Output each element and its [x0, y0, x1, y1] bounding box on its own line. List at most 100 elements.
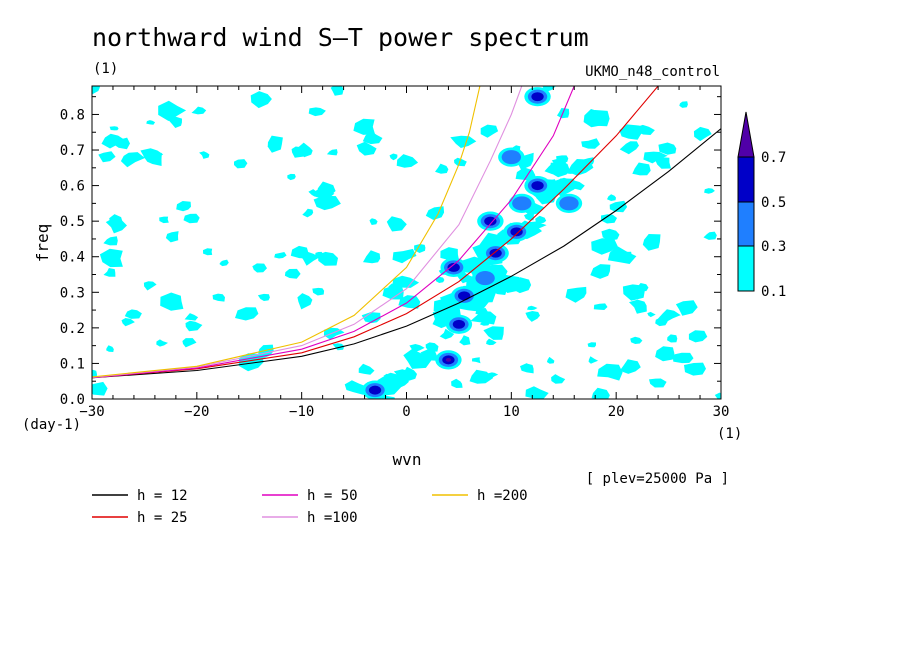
dispersion-curve-h50: [92, 86, 575, 379]
noise-blob: [486, 338, 497, 346]
noise-blob: [234, 159, 248, 169]
spectral-peak-contour: [457, 291, 471, 301]
noise-blob: [160, 292, 184, 311]
noise-blob: [396, 154, 419, 168]
noise-blob: [250, 91, 272, 109]
noise-blob: [356, 141, 377, 156]
noise-blob: [318, 251, 338, 266]
power-band-blob: [535, 215, 547, 224]
noise-blob: [287, 173, 296, 181]
colorbar-segment: [737, 245, 755, 292]
noise-blob: [326, 149, 338, 156]
noise-blob: [386, 216, 407, 232]
spectral-peak-contour: [445, 357, 452, 362]
noise-blob: [369, 218, 378, 225]
noise-blob: [655, 346, 675, 362]
noise-blob: [358, 363, 375, 375]
legend-label-h100: h =100: [307, 510, 358, 526]
noise-blob: [168, 116, 182, 128]
noise-blob: [146, 120, 156, 125]
spectral-peak-contour: [510, 227, 523, 237]
colorbar-extend-triangle: [737, 111, 755, 158]
power-band-blob: [425, 342, 439, 352]
noise-blob: [299, 251, 320, 266]
noise-blob: [593, 303, 608, 310]
noise-blob: [392, 275, 420, 288]
dispersion-curve-h100: [92, 86, 523, 378]
spectral-peak-contour: [489, 248, 502, 258]
noise-blob: [655, 317, 668, 327]
noise-blob: [109, 214, 123, 227]
x-tick-label: 0: [402, 404, 410, 420]
colorbar: 0.1 0.3 0.5 0.7: [737, 111, 786, 300]
noise-blob: [183, 213, 200, 224]
noise-blob: [103, 236, 118, 246]
power-band-blob: [403, 366, 417, 382]
x-tick-label: 10: [503, 404, 520, 420]
spectral-peak-contour: [452, 319, 466, 329]
x-tick-label: 30: [713, 404, 730, 420]
power-band-blob: [553, 177, 581, 191]
noise-blob: [587, 342, 596, 348]
noise-blob: [124, 309, 142, 319]
noise-blob: [361, 312, 381, 324]
noise-blob: [472, 357, 481, 364]
colorbar-label: 0.7: [761, 150, 786, 166]
noise-blob: [591, 238, 618, 255]
noise-blob: [435, 163, 449, 174]
noise-blob: [459, 335, 471, 346]
noise-blob: [312, 287, 325, 296]
chart-title: northward wind S–T power spectrum: [92, 23, 589, 52]
noise-blob: [332, 343, 345, 351]
noise-blob: [308, 107, 326, 117]
noise-blob: [703, 231, 717, 240]
noise-blob: [632, 162, 651, 176]
noise-blob: [635, 124, 655, 135]
noise-blob: [252, 263, 267, 273]
noise-blob: [199, 151, 210, 159]
noise-blob: [672, 352, 694, 364]
x-tick-label: −20: [184, 404, 209, 420]
noise-blob: [667, 334, 678, 343]
noise-blob: [159, 216, 169, 224]
noise-blob: [704, 188, 715, 194]
power-band-blob: [581, 138, 600, 149]
noise-blob: [165, 231, 179, 243]
power-band-blob: [403, 349, 433, 369]
noise-blob: [546, 356, 555, 364]
noise-blob: [525, 386, 549, 399]
noise-blob: [565, 286, 587, 303]
noise-blob: [607, 245, 637, 264]
noise-blob: [584, 110, 610, 127]
colorbar-segment: [737, 156, 755, 203]
noise-blob: [143, 281, 157, 291]
noise-blob: [398, 295, 421, 309]
noise-blob: [609, 200, 628, 213]
noise-blob: [479, 320, 491, 326]
noise-blob: [714, 392, 721, 399]
noise-blob: [382, 285, 404, 300]
noise-blob: [182, 338, 197, 348]
noise-blob: [597, 363, 623, 381]
noise-blob: [330, 86, 344, 96]
noise-blob: [649, 378, 667, 388]
x-axis-label: wvn: [393, 450, 422, 469]
noise-blob: [630, 336, 643, 344]
spectral-peak-contour: [512, 196, 532, 211]
legend-label-h25: h = 25: [137, 510, 188, 526]
noise-blob: [203, 248, 213, 256]
noise-blob: [643, 151, 668, 164]
noise-blob: [106, 345, 114, 352]
noise-blob: [99, 248, 123, 268]
noise-blob: [297, 293, 313, 310]
noise-blob: [101, 133, 126, 149]
legend-label-h200: h =200: [477, 488, 528, 504]
noise-blob: [257, 293, 270, 301]
noise-blob: [212, 293, 225, 302]
spectral-peak-contour: [531, 92, 544, 102]
noise-blob: [112, 137, 130, 150]
noise-blob: [302, 208, 314, 218]
noise-blob: [156, 339, 168, 347]
noise-blob: [313, 195, 341, 211]
noise-blob: [527, 305, 538, 311]
